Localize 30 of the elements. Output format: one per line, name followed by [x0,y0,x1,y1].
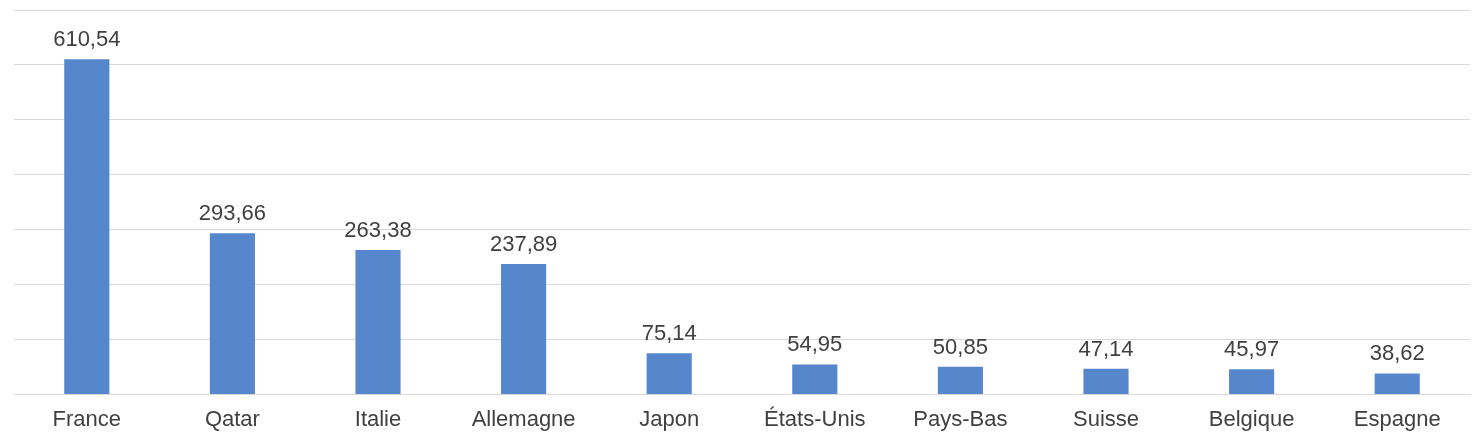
data-label: 263,38 [344,216,412,242]
x-tick-label: États-Unis [764,405,866,431]
bar [501,263,547,395]
data-label: 45,97 [1224,336,1280,362]
bar [209,233,255,395]
bar [1083,368,1129,395]
x-tick-label: Qatar [204,405,260,431]
x-tick-label: Suisse [1072,405,1140,431]
x-tick-label: Allemagne [471,405,576,431]
x-tick-label: Italie [354,405,402,431]
bar [1374,373,1420,395]
x-tick-label: Belgique [1208,405,1295,431]
data-label: 610,54 [53,26,121,52]
bar [64,59,110,395]
data-label: 75,14 [641,320,697,346]
data-label: 38,62 [1369,340,1425,366]
bar [792,364,838,395]
data-label: 293,66 [198,200,267,226]
x-tick-label: Japon [639,405,700,431]
x-tick-label: Espagne [1353,405,1441,431]
bar [1229,369,1275,395]
bar [937,366,983,395]
bar [646,353,692,395]
x-tick-label: France [52,405,122,431]
data-label: 47,14 [1078,335,1134,361]
x-tick-label: Pays-Bas [913,405,1008,431]
bar [355,249,401,395]
data-label: 54,95 [787,331,843,357]
data-label: 237,89 [489,230,558,256]
data-label: 50,85 [932,333,988,359]
